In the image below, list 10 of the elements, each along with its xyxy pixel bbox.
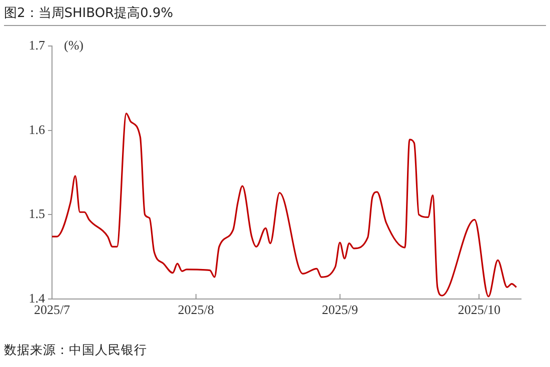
y-tick-label: 1.5	[28, 206, 45, 222]
x-tick-label: 2025/9	[322, 302, 358, 318]
y-tick-label: 1.6	[28, 122, 46, 137]
chart-title: 图2：当周SHIBOR提高0.9%	[4, 4, 546, 26]
x-tick-label: 2025/8	[178, 302, 214, 318]
x-tick-label: 2025/10	[458, 302, 501, 318]
y-axis-title: (%)	[64, 37, 84, 52]
line-series	[52, 112, 518, 298]
y-tick-label: 1.7	[28, 37, 46, 52]
source-note: 数据来源：中国人民银行	[4, 342, 147, 359]
